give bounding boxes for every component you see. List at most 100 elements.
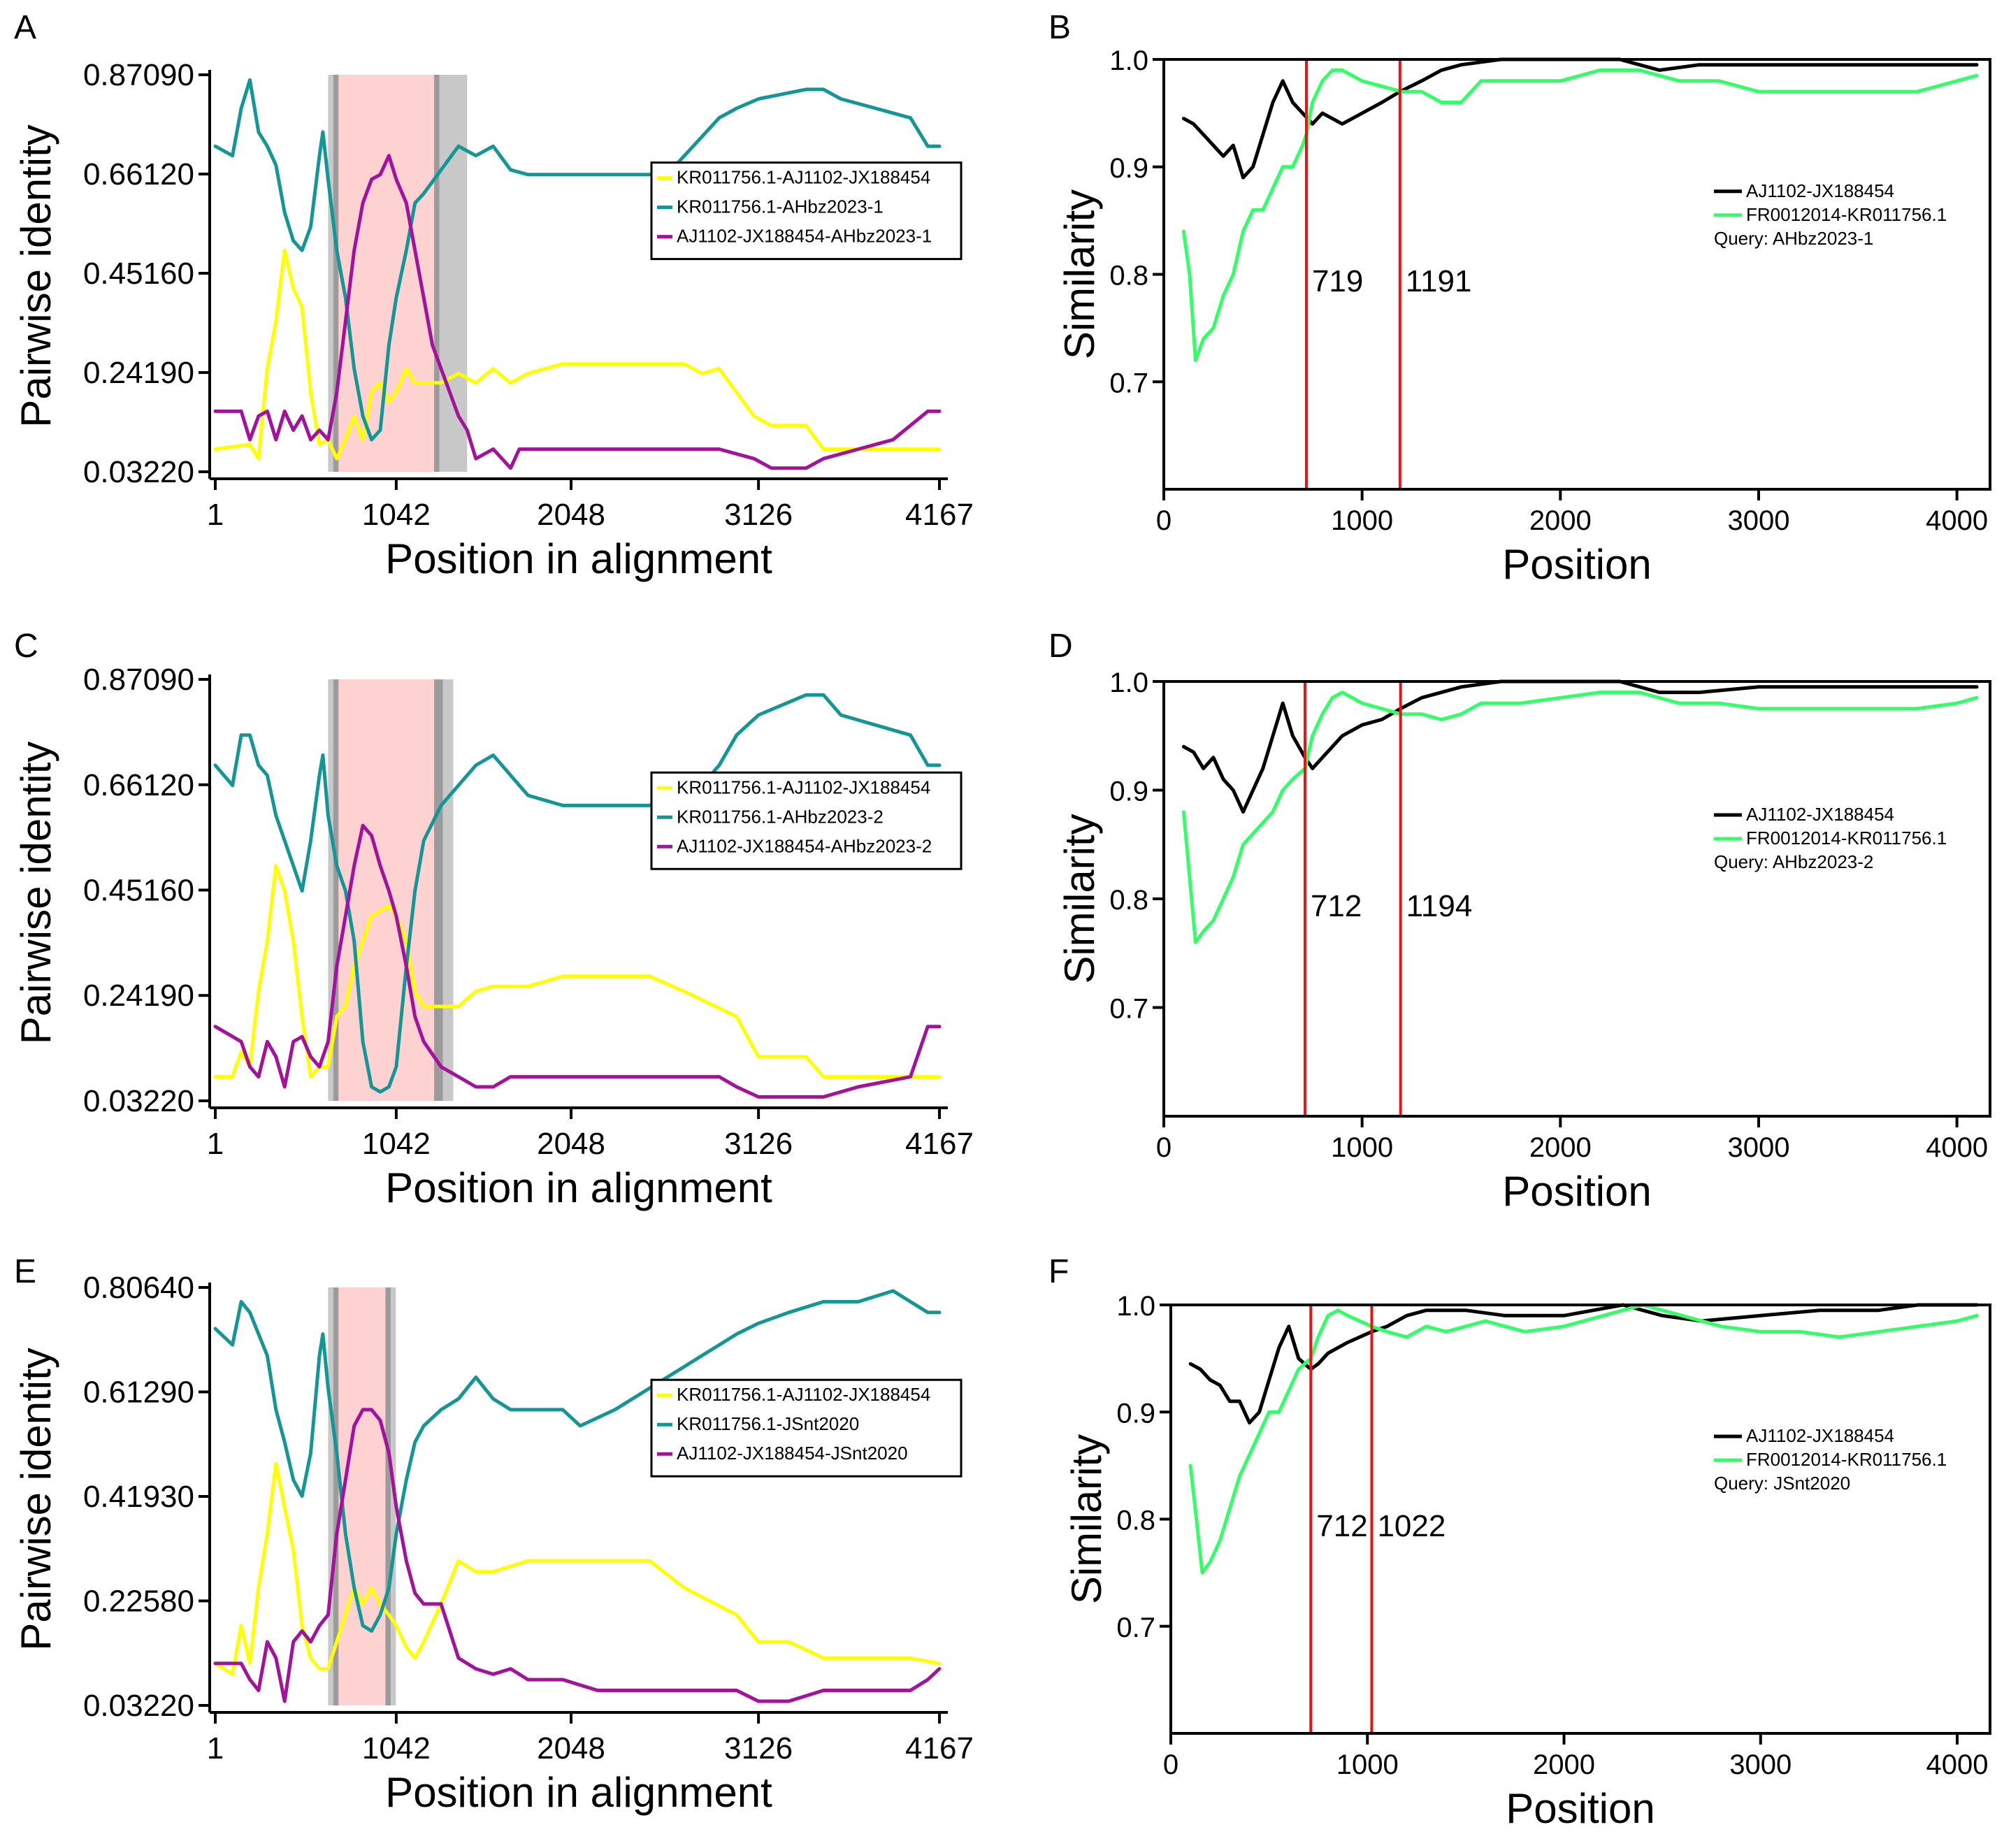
x-tick-label: 4167 xyxy=(905,1127,974,1161)
plot-frame xyxy=(1162,58,1991,491)
y-tick-label: 0.7 xyxy=(1109,994,1148,1025)
x-tick-label: 1042 xyxy=(362,1127,431,1161)
query-label: Query: AHbz2023-1 xyxy=(1714,228,1873,249)
axes xyxy=(1162,680,1991,1118)
y-tick-label: 0.24190 xyxy=(83,356,194,390)
series-line-1 xyxy=(1181,68,1979,362)
y-tick-label: 0.61290 xyxy=(83,1375,194,1409)
series-line-2 xyxy=(213,154,942,470)
x-axis-title: Position in alignment xyxy=(385,1164,772,1211)
x-tick-label: 1042 xyxy=(362,1731,431,1766)
breakpoint-label: 719 xyxy=(1312,264,1363,298)
legend-label: FR0012014-KR011756.1 xyxy=(1746,204,1947,225)
breakpoint-label: 1191 xyxy=(1406,264,1472,298)
breakpoint-label: 1022 xyxy=(1377,1509,1446,1543)
x-axis-title: Position xyxy=(1502,1168,1651,1215)
panel-label: F xyxy=(1048,1253,1069,1290)
y-axis-title: Pairwise identity xyxy=(13,1348,59,1651)
legend-label: KR011756.1-AHbz2023-1 xyxy=(677,196,884,217)
panel-E: E 1 1042 2048 3126 4167 0.03220 0.22580 0.41930 0… xyxy=(13,1253,974,1816)
legend-label: KR011756.1-AHbz2023-2 xyxy=(677,806,884,827)
panel-label: B xyxy=(1048,9,1071,46)
y-axis-title: Similarity xyxy=(1063,1434,1110,1604)
breakpoint-label: 1194 xyxy=(1406,889,1473,923)
y-tick-label: 1.0 xyxy=(1109,667,1148,698)
panel-F: F 712 1022 0 1000 2000 3000 4000 0.7 0.8 0.9 1.0 Pos… xyxy=(1048,1253,1991,1832)
y-axis-title: Similarity xyxy=(1056,189,1103,359)
y-tick-label: 0.22580 xyxy=(83,1584,194,1618)
legend-box xyxy=(650,161,963,261)
legend-label: KR011756.1-JSnt2020 xyxy=(677,1413,859,1434)
y-tick-label: 0.03220 xyxy=(83,455,194,489)
panel-label: C xyxy=(14,628,38,665)
x-tick-label: 3126 xyxy=(724,1731,793,1766)
y-axis-title: Pairwise identity xyxy=(13,124,59,428)
panel-A: A 1 1042 2048 3126 4167 0.03220 0.24190 0.45160 0… xyxy=(13,9,974,582)
query-label: Query: AHbz2023-2 xyxy=(1714,851,1873,872)
axes xyxy=(208,70,948,480)
series-line-1 xyxy=(213,693,942,1094)
legend-label: FR0012014-KR011756.1 xyxy=(1746,1449,1947,1470)
series-line-0 xyxy=(1188,1303,1979,1425)
legend-label: KR011756.1-AJ1102-JX188454 xyxy=(677,777,930,797)
x-tick-label: 3000 xyxy=(1729,1749,1792,1780)
y-axis-title: Pairwise identity xyxy=(13,742,59,1045)
y-tick-label: 0.66120 xyxy=(83,768,194,802)
axes xyxy=(1162,58,1991,491)
legend-label: AJ1102-JX188454 xyxy=(1746,1425,1894,1446)
legend-label: AJ1102-JX188454-JSnt2020 xyxy=(677,1443,908,1464)
legend-box xyxy=(650,1378,963,1478)
x-tick-label: 4000 xyxy=(1926,1132,1988,1163)
y-tick-label: 0.87090 xyxy=(83,58,194,92)
panel-D: D 712 1194 0 1000 2000 3000 4000 0.7 0.8 0.9 1.0 Pos… xyxy=(1048,628,1991,1215)
x-tick-label: 4000 xyxy=(1926,505,1988,536)
legend-label: KR011756.1-AJ1102-JX188454 xyxy=(677,167,930,188)
y-tick-label: 1.0 xyxy=(1109,45,1148,76)
series-line-0 xyxy=(1181,57,1979,180)
series-line-1 xyxy=(1188,1303,1979,1575)
plot-frame xyxy=(1169,1304,1991,1735)
breakpoint-label: 712 xyxy=(1316,1509,1367,1543)
region-pink xyxy=(338,679,435,1101)
y-tick-label: 0.24190 xyxy=(83,979,194,1013)
y-tick-label: 0.7 xyxy=(1109,368,1148,398)
x-tick-label: 2048 xyxy=(537,1127,605,1161)
y-tick-label: 0.80640 xyxy=(83,1271,194,1305)
x-tick-label: 0 xyxy=(1156,1132,1172,1163)
legend-label: KR011756.1-AJ1102-JX188454 xyxy=(677,1384,930,1405)
x-tick-label: 3126 xyxy=(724,1127,793,1161)
x-tick-label: 1 xyxy=(207,1127,224,1161)
x-tick-label: 4167 xyxy=(905,1731,974,1766)
x-tick-label: 3126 xyxy=(724,498,793,532)
plot-frame xyxy=(1162,680,1991,1118)
x-axis-title: Position in alignment xyxy=(385,535,772,582)
axes xyxy=(208,674,948,1109)
region-pink xyxy=(338,1287,386,1705)
series-line-0 xyxy=(213,248,942,461)
breakpoint-label: 712 xyxy=(1311,889,1362,923)
y-tick-label: 0.41930 xyxy=(83,1480,194,1514)
x-tick-label: 2000 xyxy=(1529,505,1592,536)
y-tick-label: 0.03220 xyxy=(83,1084,194,1118)
axes xyxy=(1169,1304,1991,1735)
y-axis-title: Similarity xyxy=(1056,814,1103,983)
series-line-0 xyxy=(213,1461,942,1676)
y-tick-label: 0.66120 xyxy=(83,157,194,192)
series-line-2 xyxy=(213,1408,942,1703)
query-label: Query: JSnt2020 xyxy=(1714,1473,1850,1494)
y-tick-label: 0.9 xyxy=(1109,777,1148,807)
legend-label: AJ1102-JX188454-AHbz2023-1 xyxy=(677,226,932,247)
legend-label: AJ1102-JX188454-AHbz2023-2 xyxy=(677,835,932,856)
x-axis-title: Position xyxy=(1502,541,1651,588)
x-tick-label: 4000 xyxy=(1926,1749,1989,1780)
x-tick-label: 3000 xyxy=(1727,1132,1789,1163)
x-tick-label: 1000 xyxy=(1336,1749,1399,1780)
legend-label: AJ1102-JX188454 xyxy=(1746,180,1894,201)
x-tick-label: 0 xyxy=(1163,1749,1179,1780)
x-tick-label: 4167 xyxy=(905,498,974,532)
series-line-1 xyxy=(1181,691,1979,944)
x-tick-label: 2048 xyxy=(537,498,605,532)
x-tick-label: 2048 xyxy=(537,1731,605,1766)
series-line-2 xyxy=(213,823,942,1099)
x-tick-label: 1 xyxy=(207,1731,224,1766)
